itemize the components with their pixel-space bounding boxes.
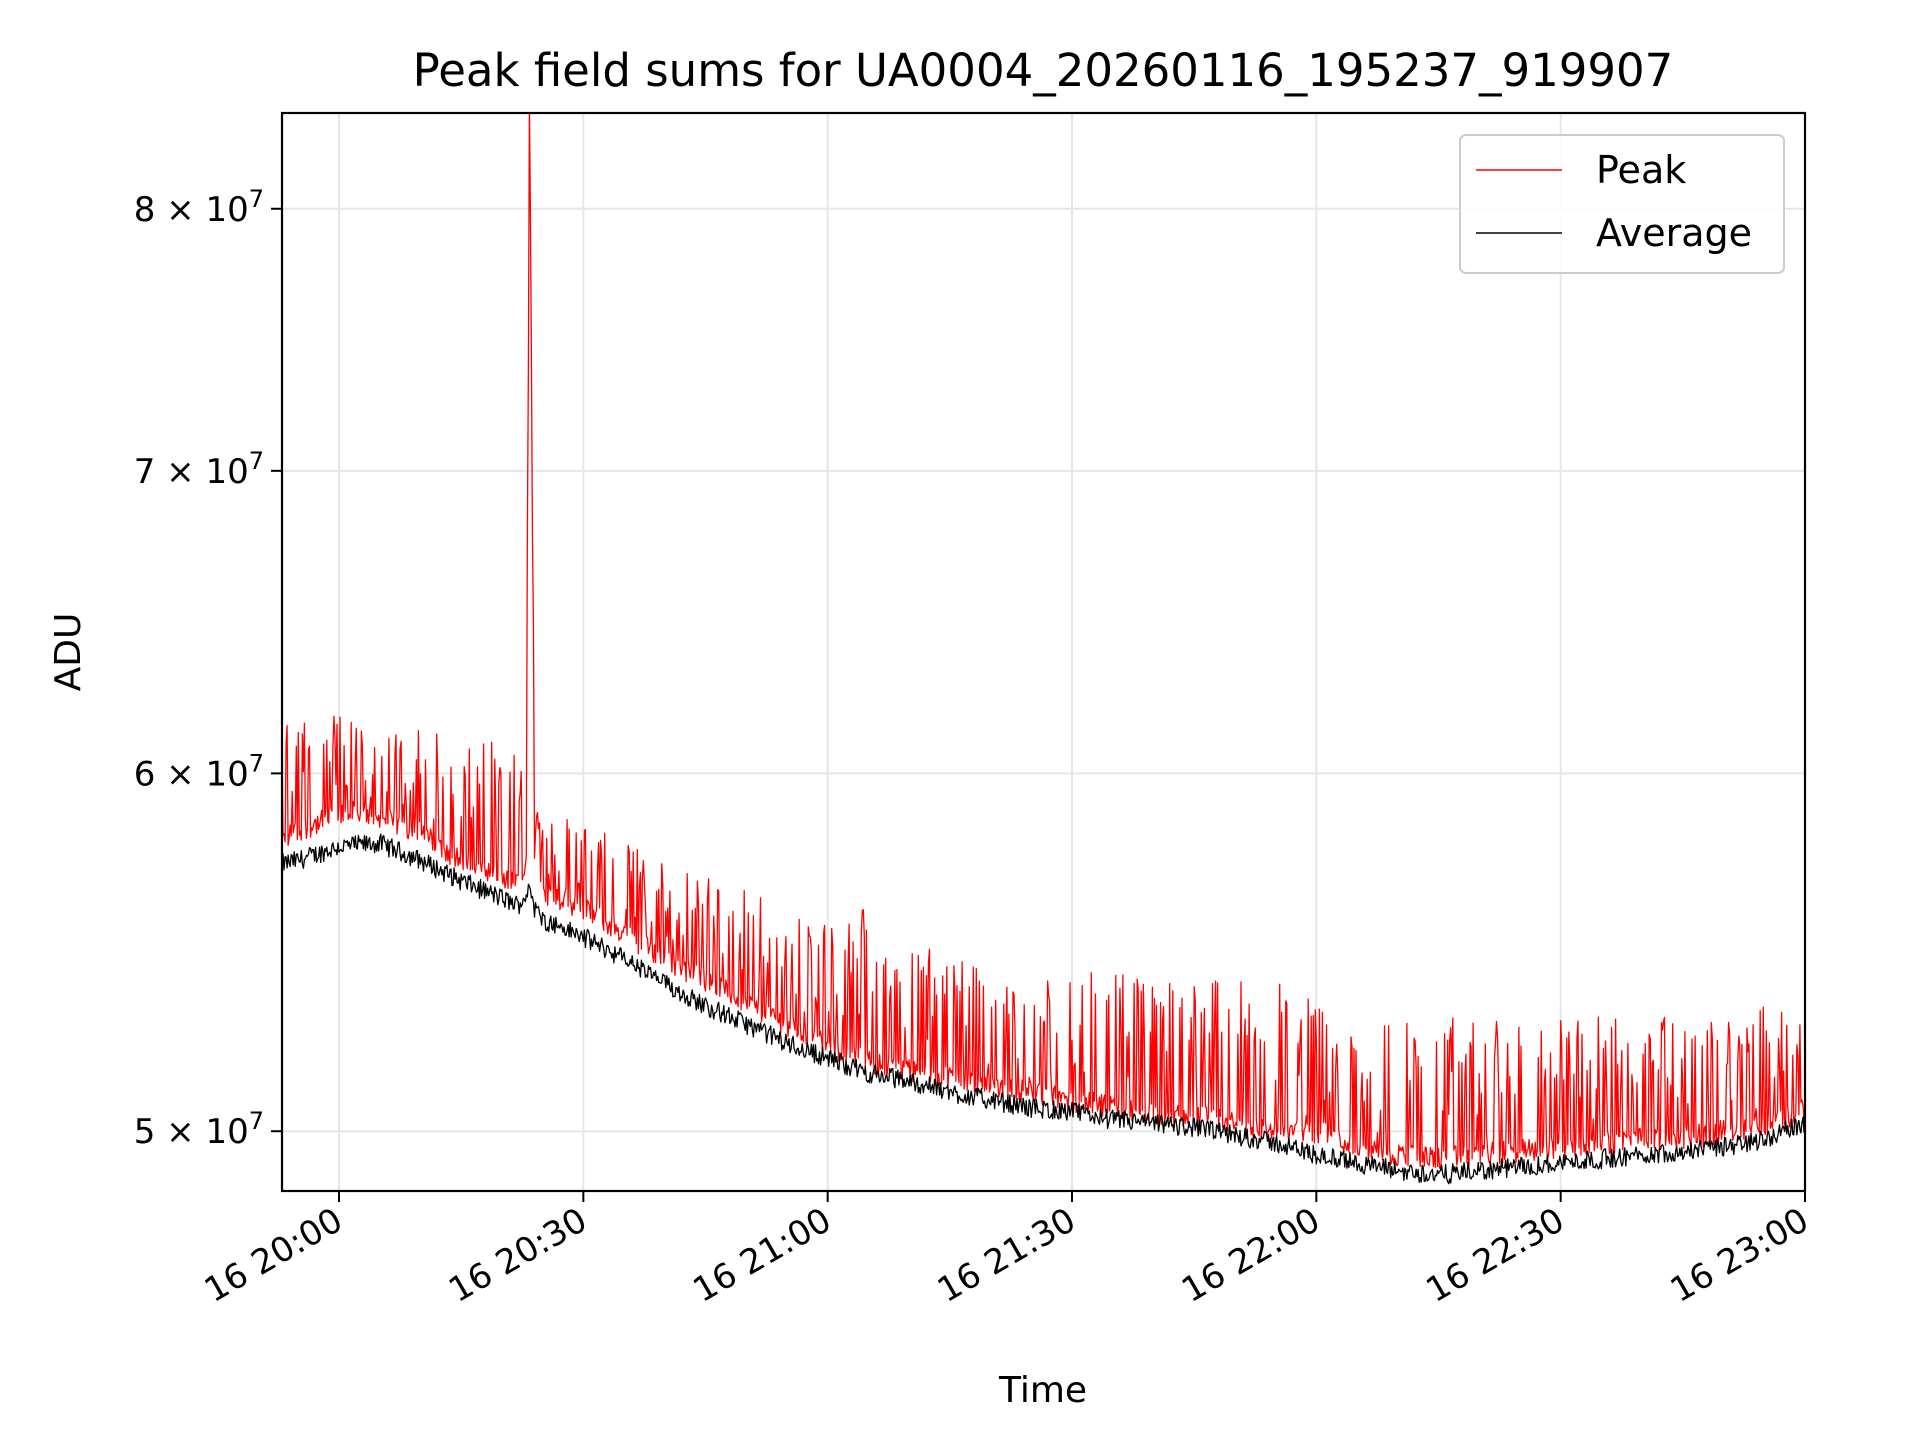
y-tick-exponent: 7 xyxy=(249,1107,264,1135)
y-tick-mantissa: 7 xyxy=(134,452,156,492)
plot-frame xyxy=(280,111,1807,1193)
legend-average-label: Average xyxy=(1596,211,1752,255)
legend-peak-label: Peak xyxy=(1596,148,1686,192)
x-axis-title: Time xyxy=(998,1370,1087,1411)
y-tick-mantissa: 6 xyxy=(134,754,156,794)
y-axis-title: ADU xyxy=(48,613,89,692)
series-peak-line xyxy=(282,113,1805,1169)
y-tick-exponent: 7 xyxy=(249,749,264,777)
y-tick-label: 8 × 107 xyxy=(134,185,264,230)
y-tick-label: 5 × 107 xyxy=(134,1107,264,1152)
series-layer xyxy=(282,113,1805,1185)
y-tick-label: 6 × 107 xyxy=(134,749,264,794)
y-tick-label: 7 × 107 xyxy=(134,447,264,492)
y-tick-exponent: 7 xyxy=(249,447,264,475)
series-average-line xyxy=(282,833,1805,1185)
chart-title: Peak field sums for UA0004_20260116_1952… xyxy=(413,44,1674,97)
legend: Peak Average xyxy=(1459,134,1785,274)
y-tick-mantissa: 8 xyxy=(134,190,156,230)
y-tick-mantissa: 5 xyxy=(134,1112,156,1152)
y-tick-exponent: 7 xyxy=(249,185,264,213)
